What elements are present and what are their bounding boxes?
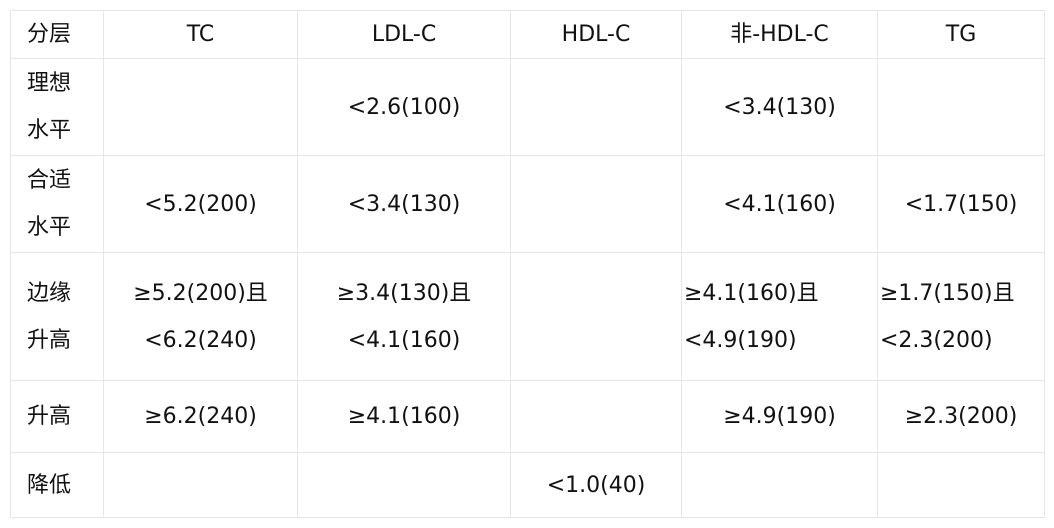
header-cell: LDL-C (297, 10, 511, 59)
table-cell: ≥3.4(130)且 <4.1(160) (297, 252, 511, 381)
cell-text: <4.1(160) (723, 191, 836, 217)
table-row: 升高 ≥6.2(240) ≥4.1(160) ≥4.9(190) ≥2.3(200) (10, 380, 1045, 453)
header-cell: 非-HDL-C (681, 10, 878, 59)
cell-text: 合适 (27, 168, 72, 193)
cell-text: 升高 (27, 327, 72, 353)
cell-text: <4.9(190) (684, 327, 797, 353)
cell-text: 理想 (27, 71, 72, 96)
table-cell (103, 452, 298, 518)
cell-text: <3.4(130) (723, 94, 836, 120)
cell-text: 升高 (27, 404, 72, 429)
header-text: TC (186, 22, 215, 47)
header-text: HDL-C (561, 22, 631, 47)
header-text: LDL-C (371, 22, 437, 47)
table-cell: <1.7(150) (877, 155, 1045, 253)
header-cell: TG (877, 10, 1045, 59)
table-cell (877, 58, 1045, 156)
cell-text: ≥3.4(130)且 (336, 280, 472, 306)
cell-text: ≥4.9(190) (723, 404, 836, 429)
cell-text: <2.6(100) (347, 94, 461, 120)
cell-text: <1.7(150) (904, 191, 1018, 217)
table-cell: <4.1(160) (681, 155, 878, 253)
table-cell: ≥1.7(150)且 <2.3(200) (877, 252, 1045, 381)
header-row: 分层 TC LDL-C HDL-C 非-HDL-C TG (10, 10, 1045, 59)
table-row: 合适水平 <5.2(200) <3.4(130) <4.1(160) <1.7(150) (10, 155, 1045, 253)
table-cell: 理想 水平 (10, 58, 104, 156)
table-cell: <2.6(100) (297, 58, 511, 156)
table-cell: <5.2(200) (103, 155, 298, 253)
header-cell: 分层 (10, 10, 104, 59)
cell-text: 降低 (27, 472, 72, 498)
lipid-table: 分层 TC LDL-C HDL-C 非-HDL-C TG 理想水平 <2.6(100) <3.4… (10, 10, 1045, 518)
table-cell: ≥4.1(160) (297, 380, 511, 453)
table-body: 分层 TC LDL-C HDL-C 非-HDL-C TG 理想水平 <2.6(100) <3.4… (10, 10, 1045, 518)
table-row: 降低 <1.0(40) (10, 452, 1045, 518)
table-cell: ≥2.3(200) (877, 380, 1045, 453)
table-cell (103, 58, 298, 156)
table-cell: 合适 水平 (10, 155, 104, 253)
cell-text: <4.1(160) (347, 327, 461, 353)
header-cell: TC (103, 10, 298, 59)
table-cell: 降低 (10, 452, 104, 518)
table-cell (510, 380, 682, 453)
cell-text: ≥2.3(200) (904, 404, 1018, 429)
table-cell: <3.4(130) (681, 58, 878, 156)
cell-text: <1.0(40) (546, 472, 646, 498)
cell-text: ≥5.2(200)且 (133, 280, 268, 306)
cell-text: <2.3(200) (880, 327, 993, 353)
cell-text: <5.2(200) (144, 191, 257, 217)
header-text: 非-HDL-C (730, 22, 829, 47)
table-cell (681, 452, 878, 518)
table-cell (510, 58, 682, 156)
cell-text: 水平 (27, 215, 72, 240)
cell-text: 边缘 (27, 280, 72, 306)
cell-text: ≥6.2(240) (144, 404, 257, 429)
table-cell: ≥4.9(190) (681, 380, 878, 453)
table-row: 边缘升高 ≥5.2(200)且 <6.2(240) ≥3.4(130)且 <4.1(16… (10, 252, 1045, 381)
table-cell: 边缘 升高 (10, 252, 104, 381)
table-cell (877, 452, 1045, 518)
table-cell (297, 452, 511, 518)
header-text: TG (945, 22, 977, 47)
cell-text: <6.2(240) (144, 327, 257, 353)
header-text: 分层 (27, 22, 72, 47)
table-row: 理想水平 <2.6(100) <3.4(130) (10, 58, 1045, 156)
cell-text: ≥4.1(160) (347, 404, 461, 429)
table-cell: <3.4(130) (297, 155, 511, 253)
cell-text: ≥4.1(160)且 (684, 280, 819, 306)
table-cell: ≥4.1(160)且 <4.9(190) (681, 252, 878, 381)
header-cell: HDL-C (510, 10, 682, 59)
table-cell: <1.0(40) (510, 452, 682, 518)
table-cell: ≥6.2(240) (103, 380, 298, 453)
table-cell: ≥5.2(200)且 <6.2(240) (103, 252, 298, 381)
cell-text: 水平 (27, 118, 72, 143)
table-cell (510, 252, 682, 381)
cell-text: ≥1.7(150)且 (880, 280, 1015, 306)
table-cell: 升高 (10, 380, 104, 453)
cell-text: <3.4(130) (347, 191, 461, 217)
table-cell (510, 155, 682, 253)
